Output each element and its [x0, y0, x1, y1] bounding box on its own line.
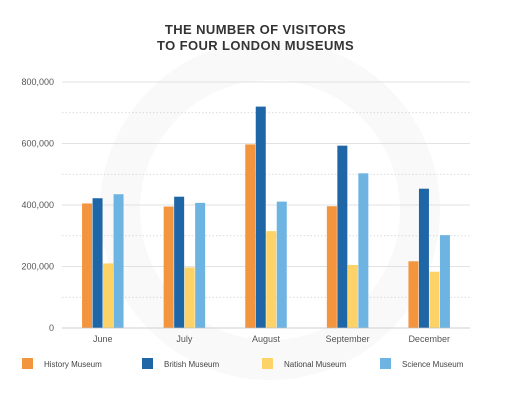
y-tick-label: 400,000: [21, 200, 54, 210]
chart-title-line-2: TO FOUR LONDON MUSEUMS: [156, 38, 355, 53]
bar-science-museum-august: [276, 201, 287, 328]
chart-title: THE NUMBER OF VISITORS TO FOUR LONDON MU…: [0, 22, 511, 54]
legend-swatch: [380, 358, 391, 369]
bar-science-museum-june: [113, 194, 124, 328]
y-tick-label: 800,000: [21, 77, 54, 87]
bar-science-museum-july: [195, 202, 206, 328]
x-tick-label: July: [176, 334, 193, 344]
bar-national-museum-june: [103, 263, 114, 328]
axes: 0 200,000 400,000 600,000 800,000 June July Aug…: [21, 77, 470, 344]
bar-british-museum-september: [337, 145, 348, 328]
bar-history-museum-july: [163, 206, 174, 328]
bar-history-museum-september: [326, 206, 337, 328]
bar-national-museum-july: [184, 267, 195, 328]
bar-british-museum-december: [418, 188, 429, 328]
bar-national-museum-december: [429, 271, 440, 328]
x-tick-label: December: [408, 334, 450, 344]
bar-british-museum-june: [92, 198, 103, 328]
gridlines: [62, 81, 470, 298]
bar-history-museum-august: [245, 144, 256, 328]
bar-history-museum-june: [82, 203, 93, 328]
bar-science-museum-september: [358, 173, 369, 328]
bar-national-museum-september: [347, 264, 358, 328]
x-tick-label: June: [93, 334, 113, 344]
legend-label: British Museum: [164, 360, 219, 369]
bars: [82, 106, 450, 328]
x-tick-label: August: [252, 334, 281, 344]
legend-label: History Museum: [44, 360, 102, 369]
bar-british-museum-august: [255, 106, 266, 328]
legend-label: Science Museum: [402, 360, 464, 369]
legend-swatch: [262, 358, 273, 369]
y-tick-label: 0: [49, 323, 54, 333]
y-tick-label: 600,000: [21, 139, 54, 149]
bar-british-museum-july: [174, 196, 185, 328]
chart-title-line-1: THE NUMBER OF VISITORS: [164, 22, 347, 37]
y-tick-label: 200,000: [21, 262, 54, 272]
legend-swatch: [22, 358, 33, 369]
legend: History Museum British Museum National Mus…: [22, 358, 464, 369]
bar-history-museum-december: [408, 261, 419, 328]
legend-label: National Museum: [284, 360, 347, 369]
x-tick-label: September: [326, 334, 370, 344]
bar-national-museum-august: [266, 231, 277, 328]
legend-swatch: [142, 358, 153, 369]
bar-science-museum-december: [439, 235, 450, 328]
